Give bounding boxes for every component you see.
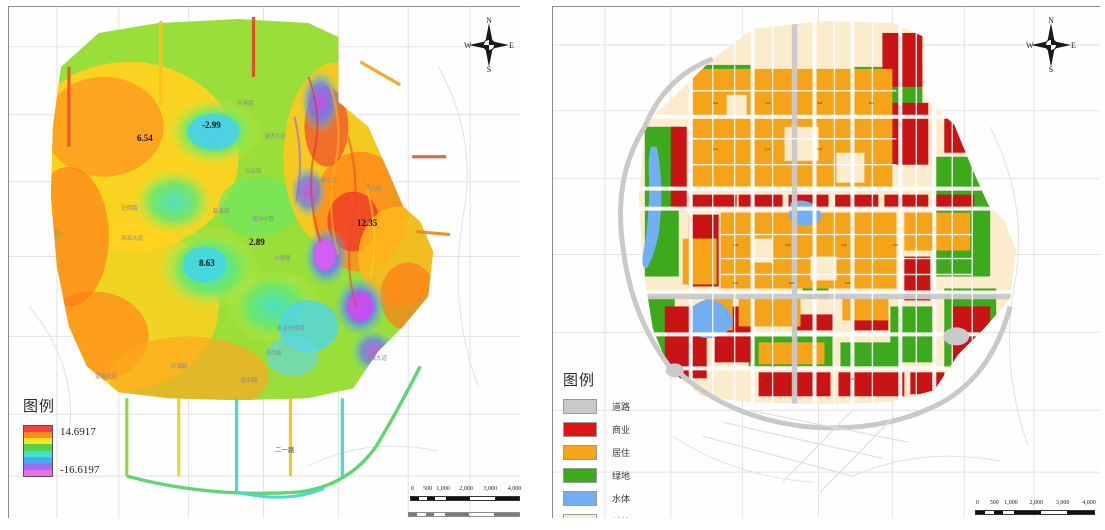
scale-tick: 1,000 bbox=[436, 486, 450, 492]
parcel-label: E-03 bbox=[849, 378, 855, 381]
parcel-label: C-06 bbox=[841, 244, 847, 247]
street-label: 浦滨大道 bbox=[264, 134, 287, 140]
legend-title: 图例 bbox=[563, 373, 596, 389]
scalebar-left-secondary bbox=[408, 512, 520, 517]
legend-label: 水体 bbox=[612, 494, 631, 504]
legend-swatch-commercial bbox=[563, 422, 597, 437]
parcel-label: E-02 bbox=[765, 378, 771, 381]
compass-west-label: W bbox=[464, 41, 472, 50]
parcel-label: A-13 bbox=[817, 148, 823, 151]
legend-swatch-water bbox=[563, 491, 597, 506]
street-label: 滨河路 bbox=[365, 186, 382, 192]
legend-item-commercial: 商业 bbox=[563, 422, 630, 437]
elevation-value: 8.63 bbox=[199, 258, 215, 268]
parcel-label: D-03 bbox=[845, 282, 851, 285]
scale-tick: 2,000 bbox=[459, 486, 473, 492]
street-label: 宏翔路 bbox=[121, 206, 138, 212]
color-ramp bbox=[23, 425, 53, 477]
scale-tick: 3,000 bbox=[1055, 500, 1070, 506]
compass-south-label: S bbox=[1049, 65, 1053, 74]
compass-north-label: N bbox=[486, 16, 492, 25]
street-label: 新港路 bbox=[213, 209, 230, 215]
scale-tick: 500 bbox=[989, 500, 999, 506]
legend-items: 道路 商业 居住 绿地 水体 bbox=[563, 399, 630, 518]
street-label: 兴隆路 bbox=[274, 256, 291, 262]
legend-label: 居住 bbox=[612, 448, 631, 458]
landuse-legend: 图例 道路 商业 居住 绿地 bbox=[563, 369, 630, 518]
street-label: 金城大道 bbox=[365, 356, 388, 362]
compass-east-label: E bbox=[1071, 41, 1076, 50]
street-label: 望海大道 bbox=[95, 374, 118, 380]
scale-tick: 500 bbox=[423, 486, 433, 492]
elevation-raster bbox=[50, 16, 451, 499]
landuse-parcels bbox=[618, 20, 1017, 493]
legend-label: 其他 bbox=[612, 515, 630, 518]
landuse-zoning-panel: A-01 A-02 A-03 B-01 A-11 A-12 A-13 C-04 … bbox=[552, 6, 1100, 518]
parcel-label: D-02 bbox=[789, 282, 795, 285]
scale-tick: 2,000 bbox=[1029, 500, 1043, 506]
scalebar-right: 0 500 1,000 2,000 3,000 4,000 bbox=[975, 500, 1096, 515]
scale-tick: 4,000 bbox=[1082, 500, 1096, 506]
street-label: 滨海大道 bbox=[121, 236, 144, 242]
parcel-label: C-07 bbox=[893, 244, 899, 247]
scalebar-left: 0 500 1,000 2,000 3,000 4,000 bbox=[410, 486, 522, 501]
parcel-label: A-12 bbox=[765, 148, 771, 151]
legend-item-road: 道路 bbox=[563, 399, 630, 414]
legend-item-greenspace: 绿地 bbox=[563, 468, 630, 483]
compass-rose: N W E S bbox=[461, 13, 517, 75]
street-label: 河西路 bbox=[265, 351, 282, 357]
elevation-value: 6.54 bbox=[137, 133, 153, 143]
compass-rose: N W E S bbox=[1023, 13, 1079, 75]
parcel-label: D-01 bbox=[733, 282, 739, 285]
legend-swatch-greenspace bbox=[563, 468, 597, 483]
parcel-label: A-11 bbox=[713, 148, 718, 151]
compass-east-label: E bbox=[509, 41, 514, 50]
scale-tick: 4,000 bbox=[507, 486, 522, 492]
legend-label: 绿地 bbox=[612, 471, 631, 481]
street-label: 兴业路 bbox=[245, 169, 262, 175]
legend-swatch-residential bbox=[563, 445, 597, 460]
legend-swatch-other bbox=[563, 514, 597, 518]
parcel-label: C-05 bbox=[785, 244, 791, 247]
terrain-elevation-panel: 6.54 -2.99 2.89 8.63 12.35 兴港路 浦滨大道 兴业路 … bbox=[8, 6, 520, 518]
parcel-label: A-03 bbox=[817, 102, 823, 105]
legend-item-other: 其他 bbox=[563, 514, 630, 518]
legend-label: 商业 bbox=[612, 425, 631, 435]
elevation-legend: 图例 14.6917 -16.6197 bbox=[23, 395, 99, 477]
street-label: 永富快速路 bbox=[277, 326, 305, 332]
scale-tick: 0 bbox=[975, 500, 979, 506]
parcel-label: C-04 bbox=[733, 244, 739, 247]
street-label: 兴港路 bbox=[237, 101, 254, 107]
parcel-label: A-01 bbox=[713, 102, 719, 105]
elevation-value: -2.99 bbox=[202, 120, 221, 130]
street-label: 海洋中路 bbox=[252, 217, 275, 223]
legend-item-water: 水体 bbox=[563, 491, 630, 506]
elevation-value: 2.89 bbox=[249, 237, 265, 247]
street-label: 环湖路 bbox=[171, 364, 188, 370]
ramp-max-label: 14.6917 bbox=[60, 426, 96, 438]
parcel-label: B-01 bbox=[869, 102, 875, 105]
legend-swatch-road bbox=[563, 399, 597, 414]
legend-label: 道路 bbox=[612, 402, 631, 412]
compass-west-label: W bbox=[1026, 41, 1034, 50]
compass-south-label: S bbox=[487, 65, 491, 74]
legend-item-residential: 居住 bbox=[563, 445, 630, 460]
scale-tick: 1,000 bbox=[1004, 500, 1018, 506]
street-label: 胜利路 bbox=[241, 378, 258, 384]
parcel-label: A-02 bbox=[765, 102, 771, 105]
ramp-min-label: -16.6197 bbox=[60, 464, 100, 476]
compass-north-label: N bbox=[1048, 16, 1054, 25]
scale-tick: 0 bbox=[410, 486, 414, 492]
scale-tick: 3,000 bbox=[483, 486, 498, 492]
street-label: 临港大道 bbox=[315, 178, 338, 184]
street-label: 二一路 bbox=[275, 447, 295, 454]
legend-title: 图例 bbox=[23, 399, 56, 415]
elevation-value: 12.35 bbox=[357, 218, 378, 228]
